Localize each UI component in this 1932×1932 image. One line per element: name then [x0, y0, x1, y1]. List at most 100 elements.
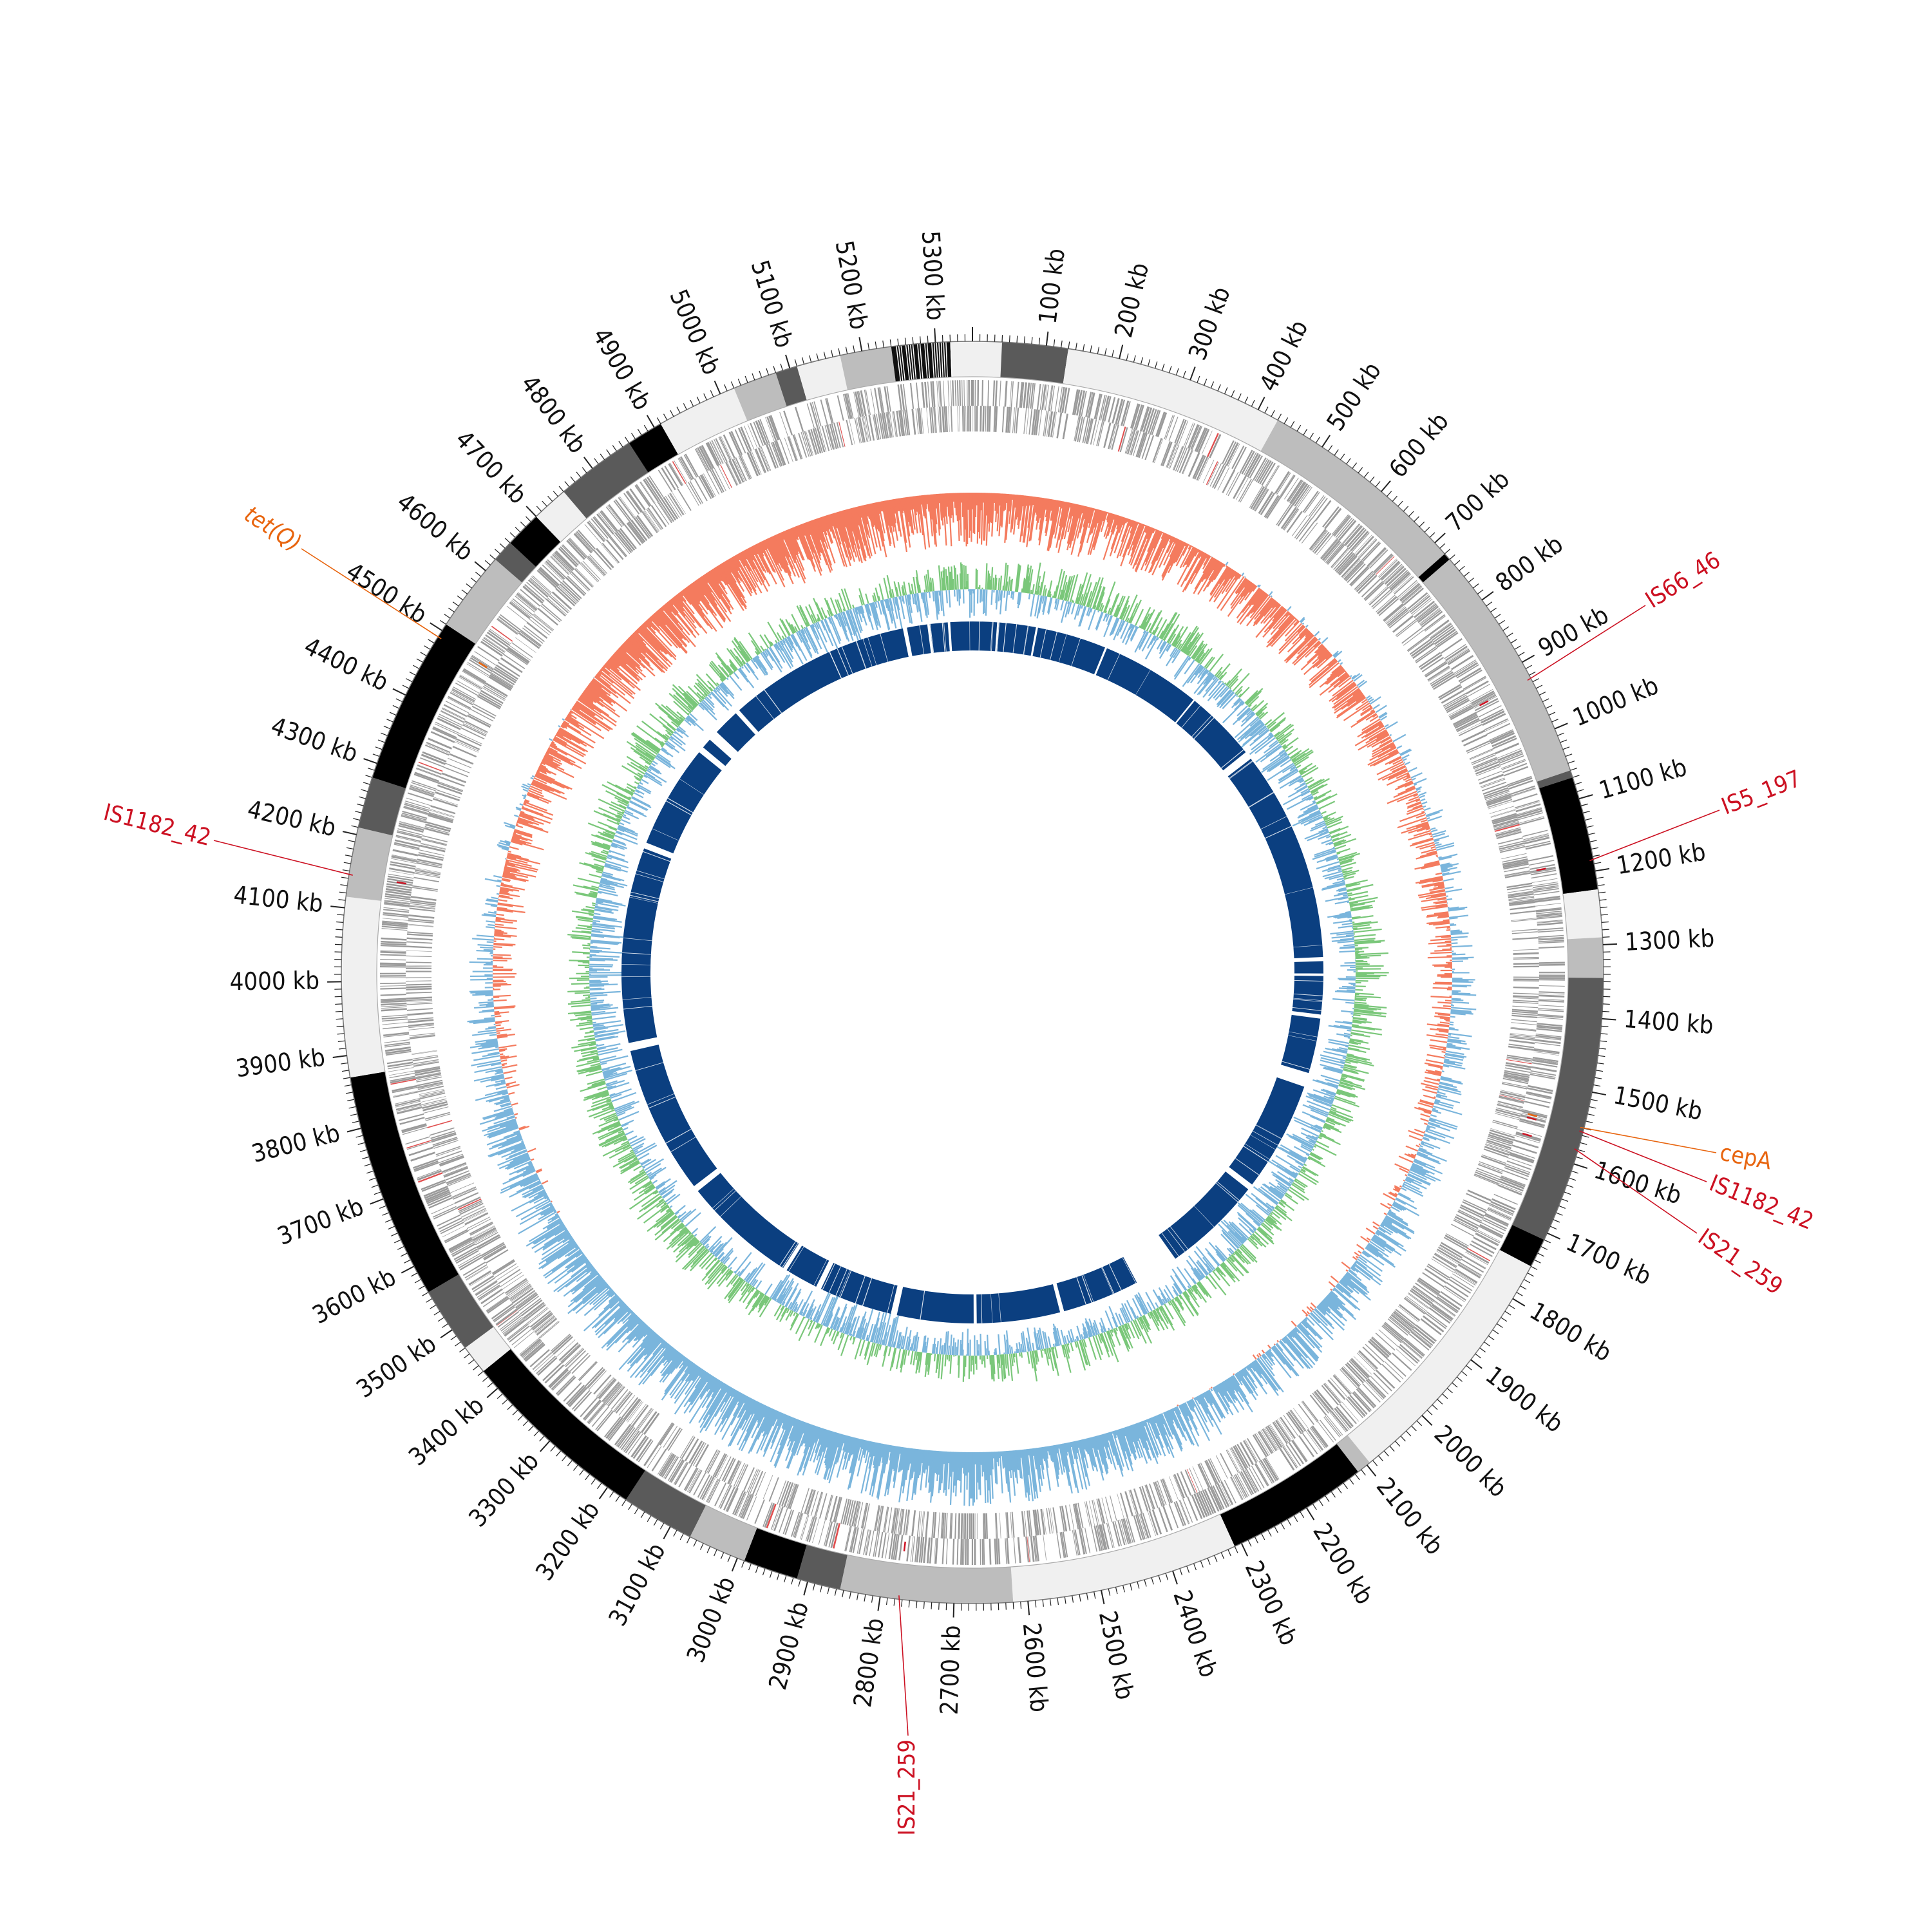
cds-feature — [1532, 1056, 1558, 1063]
cds-feature — [1262, 1428, 1277, 1452]
gc-skew-bar — [1396, 772, 1409, 779]
contig-segment — [372, 624, 476, 789]
cds-feature — [1189, 424, 1200, 450]
cds-feature — [605, 506, 623, 527]
cds-feature — [425, 1189, 450, 1201]
gc-skew-bar — [1327, 1294, 1345, 1311]
cds-feature — [1466, 1249, 1490, 1264]
cds-feature — [1387, 608, 1408, 626]
cds-feature — [615, 1392, 633, 1414]
cds-feature — [412, 1056, 439, 1062]
gc-skew-bar — [1278, 626, 1306, 654]
cds-feature — [949, 1513, 952, 1539]
cds-feature — [511, 1286, 533, 1302]
gc-skew-bar — [1343, 1276, 1367, 1295]
minor-tick — [437, 1317, 444, 1322]
gc-skew-bar — [1403, 1182, 1405, 1184]
cds-feature — [1294, 484, 1310, 507]
cds-feature — [1390, 1314, 1412, 1332]
gc-skew-bar — [1201, 558, 1217, 582]
gc-skew-bar — [1203, 554, 1211, 566]
cds-feature — [1198, 1463, 1211, 1488]
cds-feature — [497, 618, 519, 634]
gc-skew-bar — [1446, 1043, 1453, 1045]
gc-skew-bar — [876, 1444, 887, 1498]
cds-feature — [647, 477, 663, 500]
gc-skew-bar — [781, 1414, 788, 1428]
cds-feature — [1450, 706, 1474, 721]
gc-skew-bar — [1424, 1062, 1443, 1068]
cds-feature — [1226, 471, 1239, 495]
gc-skew-bar — [1100, 511, 1108, 533]
gc-skew-bar — [538, 1209, 556, 1220]
gc-skew-bar — [1318, 643, 1323, 649]
cds-feature — [413, 876, 440, 883]
gc-skew-bar — [1237, 579, 1249, 594]
minor-tick — [1267, 1530, 1272, 1537]
cds-feature — [520, 1298, 542, 1314]
cds-feature — [462, 1262, 486, 1276]
gc-skew-bar — [692, 1368, 703, 1381]
gc-skew-bar — [1009, 494, 1012, 512]
cds-feature — [537, 607, 558, 626]
cds-feature — [828, 1522, 836, 1548]
minor-tick — [363, 782, 370, 785]
cds-feature — [474, 1231, 498, 1244]
gc-skew-bar — [621, 1310, 633, 1322]
gc-skew-bar — [1239, 591, 1265, 625]
gc-skew-bar — [1146, 1419, 1162, 1456]
gc-skew-bar — [544, 1196, 549, 1200]
cds-feature — [1499, 1094, 1525, 1101]
cds-feature — [1045, 384, 1049, 411]
gc-skew-bar — [1443, 1065, 1450, 1068]
cds-feature — [467, 661, 490, 676]
gc-skew-bar — [1162, 1412, 1174, 1435]
gc-skew-bar — [1366, 1237, 1371, 1241]
cds-feature — [980, 406, 982, 432]
gc-skew-bar — [1414, 783, 1417, 786]
cds-feature — [1513, 1139, 1539, 1149]
cds-feature — [1072, 1504, 1079, 1530]
cds-feature — [1088, 392, 1095, 419]
cds-feature — [1377, 596, 1397, 615]
cds-feature — [872, 414, 878, 440]
minor-tick — [842, 1590, 844, 1598]
minor-tick — [1231, 390, 1235, 397]
cds-feature — [710, 469, 723, 493]
cds-feature — [1375, 1332, 1396, 1351]
cds-feature — [407, 1012, 433, 1016]
gc-skew-bar — [1403, 776, 1411, 781]
cds-feature — [589, 1370, 607, 1390]
gc-skew-bar — [857, 1440, 867, 1477]
cds-feature — [1502, 861, 1529, 869]
cds-feature — [1424, 1268, 1447, 1284]
gc-skew-bar — [1300, 647, 1326, 670]
contig-segment — [483, 1349, 646, 1501]
cds-feature — [511, 1287, 534, 1304]
cds-feature — [672, 491, 686, 514]
minor-tick — [344, 1084, 352, 1087]
gc-skew-bar — [610, 1292, 616, 1298]
gc-skew-bar — [1411, 777, 1416, 781]
cds-feature — [1506, 1163, 1531, 1173]
gc-skew-bar — [471, 1059, 501, 1066]
gc-skew-bar — [1278, 624, 1304, 651]
cds-feature — [1430, 622, 1451, 638]
gc-skew-bar — [540, 1207, 555, 1216]
cds-feature — [1535, 1039, 1561, 1045]
cds-feature — [1196, 1492, 1208, 1517]
gc-skew-bar — [505, 1122, 518, 1128]
cds-feature — [414, 1066, 440, 1072]
cds-feature — [688, 1440, 703, 1464]
gc-skew-bar — [544, 1229, 569, 1245]
gc-skew-bar — [487, 1121, 517, 1133]
cds-feature — [1493, 818, 1519, 827]
cds-feature — [1339, 1403, 1357, 1425]
cds-feature — [412, 887, 438, 892]
cds-feature — [1423, 614, 1446, 631]
cds-feature — [383, 909, 410, 913]
cds-feature — [551, 555, 570, 574]
minor-tick — [570, 476, 576, 483]
cds-feature — [1535, 1034, 1562, 1039]
gc-skew-bar — [1124, 1427, 1137, 1461]
